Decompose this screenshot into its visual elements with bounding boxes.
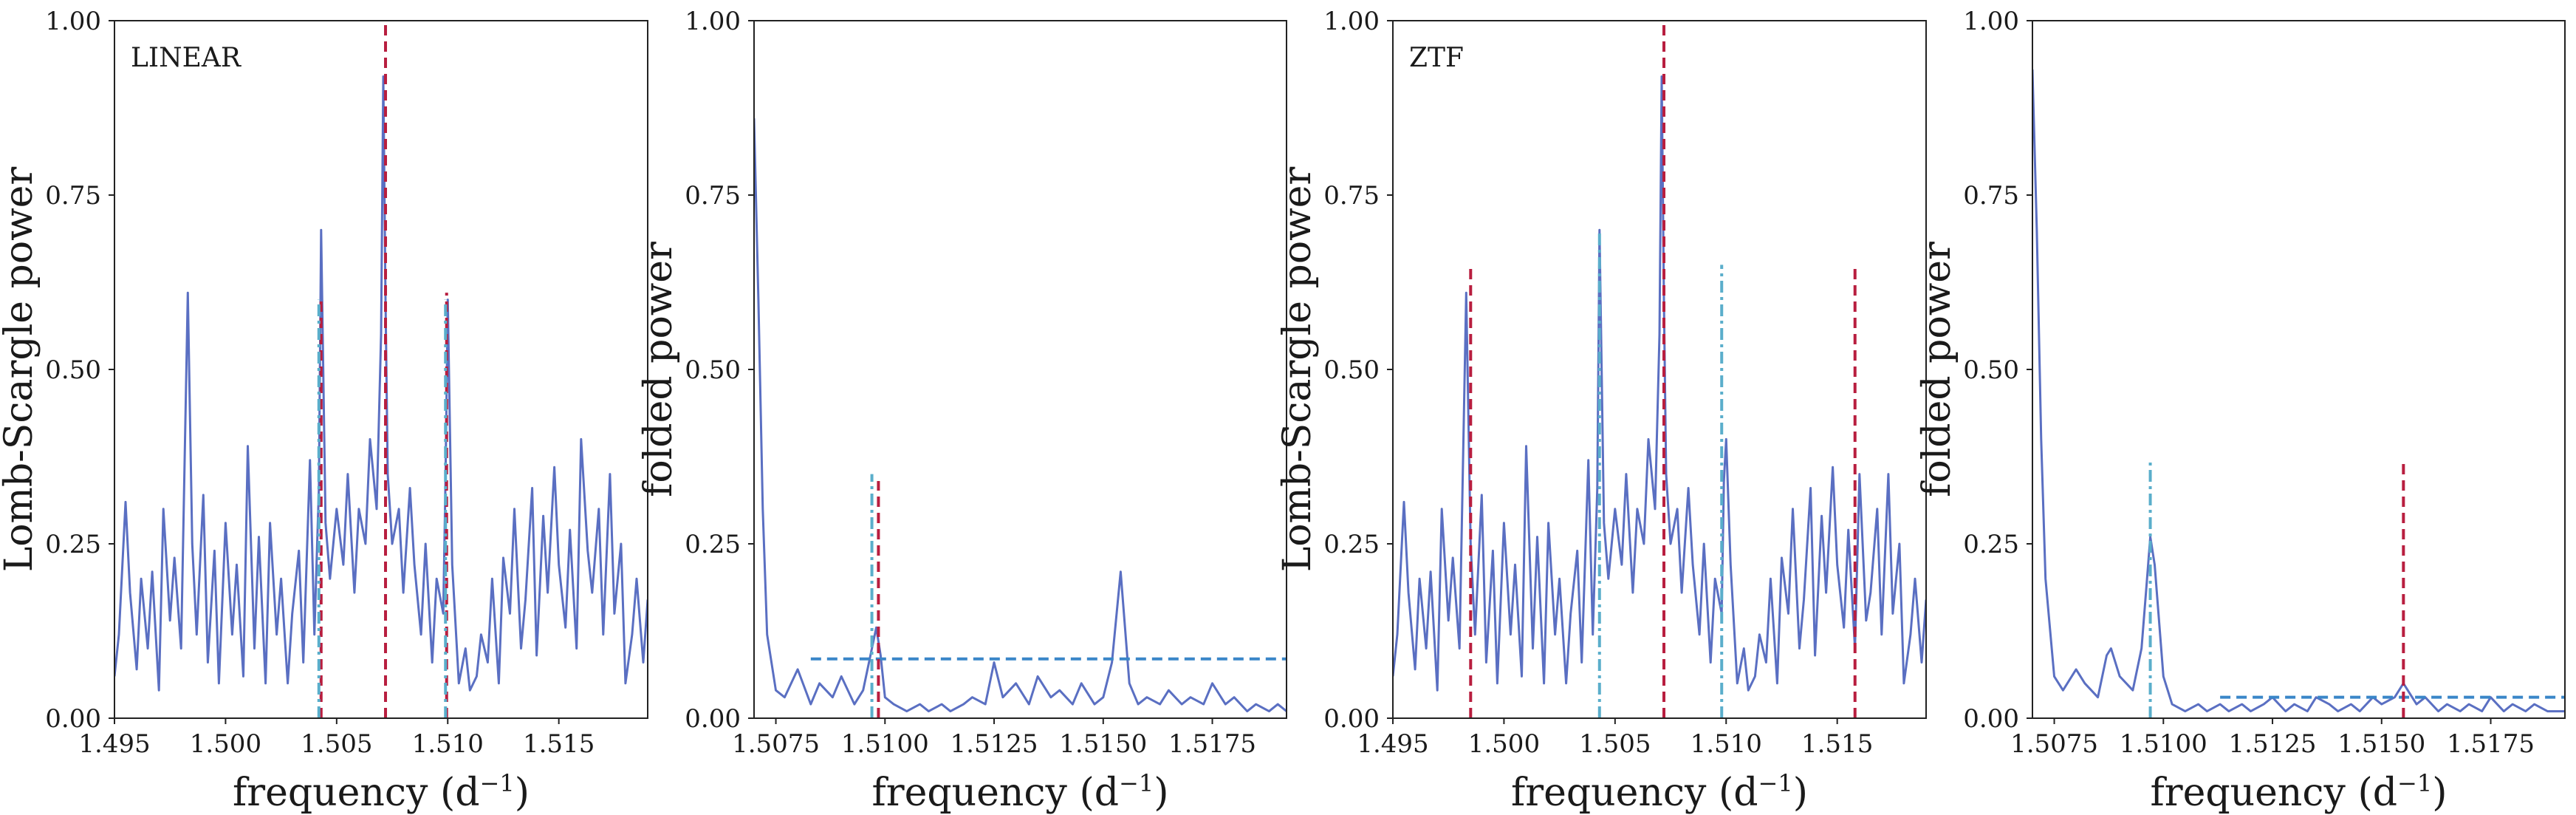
x-tick-label: 1.5075 xyxy=(732,729,820,759)
y-axis-label: folded power xyxy=(1915,242,1959,497)
y-tick-label: 0.25 xyxy=(45,530,101,559)
axes-frame xyxy=(753,20,1287,719)
axes-frame xyxy=(2032,20,2566,719)
periodogram-series-line xyxy=(1393,75,1926,692)
x-tick-label: 1.5175 xyxy=(2447,729,2535,759)
y-tick-label: 0.25 xyxy=(1963,530,2019,559)
x-tick-label: 1.500 xyxy=(190,729,261,759)
periodogram-series-line xyxy=(114,75,648,692)
y-tick-label: 0.00 xyxy=(45,704,101,734)
y-tick-label: 1.00 xyxy=(45,7,101,36)
x-tick-label: 1.5100 xyxy=(2120,729,2207,759)
y-tick-label: 0.75 xyxy=(45,181,101,211)
panel-label: ZTF xyxy=(1409,43,1464,73)
panel-linear-folded: 1.5075 1.5100 1.5125 1.5150 1.5175 0.00 0.25 0.… xyxy=(637,7,1287,815)
y-tick-label: 0.75 xyxy=(1963,181,2019,211)
y-tick-label: 1.00 xyxy=(1323,7,1380,36)
x-tick-label: 1.495 xyxy=(78,729,150,759)
x-tick-label: 1.5150 xyxy=(1059,729,1147,759)
x-axis-label: frequency (d−1) xyxy=(1511,769,1808,815)
y-tick-label: 0.00 xyxy=(1323,704,1380,734)
periodogram-series-line xyxy=(2032,69,2565,713)
y-tick-label: 0.25 xyxy=(685,530,741,559)
y-axis-label: Lomb-Scargle power xyxy=(1275,167,1320,573)
y-axis-label: Lomb-Scargle power xyxy=(0,167,41,573)
x-axis-label: frequency (d−1) xyxy=(2151,769,2447,815)
x-tick-label: 1.5075 xyxy=(2010,729,2098,759)
x-tick-label: 1.510 xyxy=(412,729,484,759)
x-tick-label: 1.500 xyxy=(1468,729,1540,759)
y-axis-label: folded power xyxy=(637,242,681,497)
y-tick-label: 0.00 xyxy=(1963,704,2019,734)
y-tick-label: 0.00 xyxy=(685,704,741,734)
x-tick-label: 1.5125 xyxy=(950,729,1038,759)
y-tick-label: 0.50 xyxy=(1323,355,1380,385)
y-tick-label: 0.75 xyxy=(1323,181,1380,211)
y-tick-label: 0.50 xyxy=(45,355,101,385)
x-axis-label: frequency (d−1) xyxy=(233,769,530,815)
y-tick-label: 0.25 xyxy=(1323,530,1380,559)
y-tick-label: 0.75 xyxy=(685,181,741,211)
panel-ztf-periodogram: 1.495 1.500 1.505 1.510 1.515 0.00 0.25 0.50 0.7… xyxy=(1275,7,1927,815)
x-tick-label: 1.515 xyxy=(1801,729,1873,759)
x-tick-label: 1.5125 xyxy=(2229,729,2317,759)
x-tick-label: 1.495 xyxy=(1357,729,1428,759)
x-axis-label: frequency (d−1) xyxy=(872,769,1169,815)
panel-label: LINEAR xyxy=(131,43,242,73)
x-tick-label: 1.5100 xyxy=(841,729,929,759)
y-tick-label: 1.00 xyxy=(1963,7,2019,36)
panel-linear-periodogram: 1.495 1.500 1.505 1.510 1.515 0.00 0.25 0.50 0.7… xyxy=(0,7,648,815)
x-tick-label: 1.515 xyxy=(523,729,595,759)
y-tick-label: 1.00 xyxy=(685,7,741,36)
x-tick-label: 1.5150 xyxy=(2337,729,2425,759)
x-tick-label: 1.505 xyxy=(1579,729,1651,759)
x-tick-label: 1.510 xyxy=(1690,729,1762,759)
y-tick-label: 0.50 xyxy=(685,355,741,385)
x-tick-label: 1.5175 xyxy=(1168,729,1256,759)
y-tick-label: 0.50 xyxy=(1963,355,2019,385)
panel-ztf-folded: 1.5075 1.5100 1.5125 1.5150 1.5175 0.00 0.25 0.… xyxy=(1915,7,2566,815)
x-tick-label: 1.505 xyxy=(301,729,372,759)
periodogram-series-line xyxy=(754,118,1287,713)
